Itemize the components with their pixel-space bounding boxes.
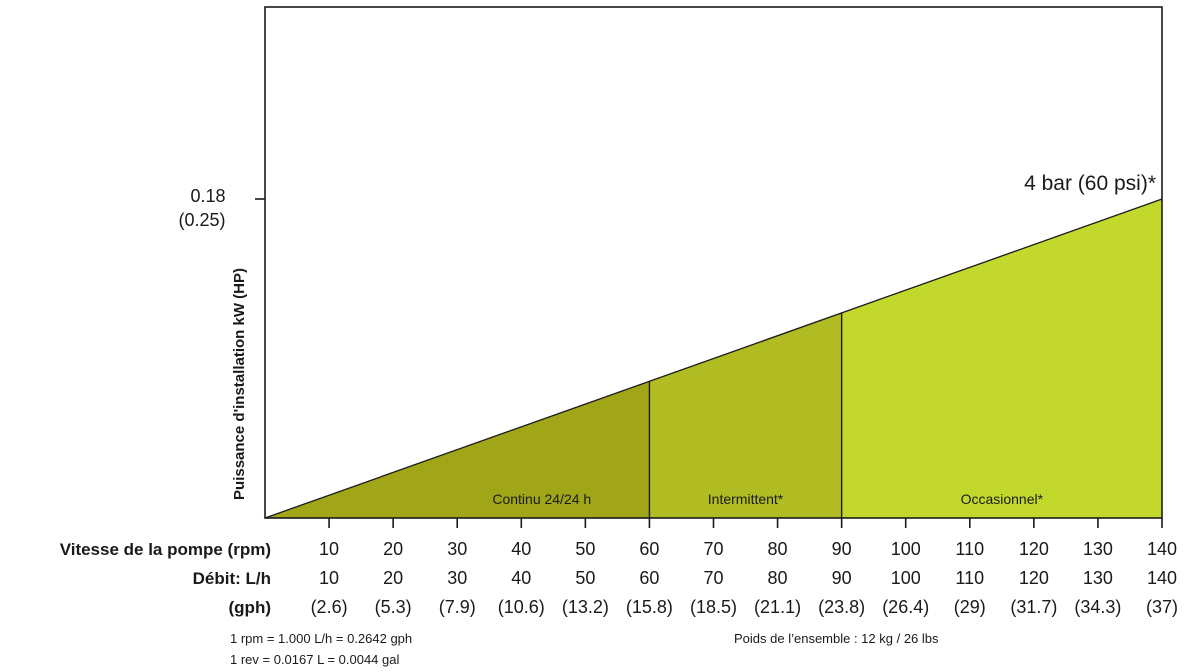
- x-tick-label: 140: [1147, 568, 1177, 588]
- x-tick-label: (15.8): [626, 597, 673, 617]
- x-tick-label: 20: [383, 539, 403, 559]
- x-tick-label: (26.4): [882, 597, 929, 617]
- x-tick-label: (29): [954, 597, 986, 617]
- x-tick-label: (21.1): [754, 597, 801, 617]
- x-tick-label: 30: [447, 539, 467, 559]
- x-tick-label: 10: [319, 539, 339, 559]
- x-tick-label: 100: [891, 568, 921, 588]
- x-tick-label: 120: [1019, 568, 1049, 588]
- conversion-note-rpm: 1 rpm = 1.000 L/h = 0.2642 gph: [230, 631, 413, 646]
- x-row-label-2: Débit: L/h: [193, 569, 271, 588]
- x-tick-label: (31.7): [1010, 597, 1057, 617]
- region-3: [841, 199, 1162, 518]
- x-tick-label: 30: [447, 568, 467, 588]
- x-tick-label: (37): [1146, 597, 1178, 617]
- x-tick-label: 100: [891, 539, 921, 559]
- x-tick-label: 20: [383, 568, 403, 588]
- x-tick-label: 80: [768, 568, 788, 588]
- region-2: [649, 312, 842, 518]
- x-tick-label: 110: [955, 568, 984, 588]
- x-tick-label: 80: [768, 539, 788, 559]
- x-tick-label: 60: [639, 539, 659, 559]
- x-tick-label: (18.5): [690, 597, 737, 617]
- region-label-2: Intermittent*: [708, 491, 784, 507]
- pressure-line: [264, 198, 1163, 519]
- x-row-label-1: Vitesse de la pompe (rpm): [60, 540, 271, 559]
- conversion-note-rev: 1 rev = 0.0167 L = 0.0044 gal: [230, 652, 400, 667]
- region-label-3: Occasionnel*: [961, 491, 1044, 507]
- x-tick-label: 110: [955, 539, 984, 559]
- y-axis-label: Puissance d'installation kW (HP): [231, 268, 248, 500]
- x-tick-label: 130: [1083, 568, 1113, 588]
- x-tick-label: 70: [703, 539, 723, 559]
- x-tick-label: 40: [511, 539, 531, 559]
- x-tick-label: (13.2): [562, 597, 609, 617]
- x-tick-label: 90: [832, 539, 852, 559]
- x-tick-label: 50: [575, 539, 595, 559]
- x-tick-label: (7.9): [439, 597, 476, 617]
- line-label: 4 bar (60 psi)*: [1024, 172, 1156, 195]
- x-tick-label: 90: [832, 568, 852, 588]
- x-tick-label: (2.6): [311, 597, 348, 617]
- x-tick-label: (23.8): [818, 597, 865, 617]
- x-tick-label: 40: [511, 568, 531, 588]
- x-tick-label: (5.3): [375, 597, 412, 617]
- x-tick-label: (34.3): [1074, 597, 1121, 617]
- x-tick-label: 70: [703, 568, 723, 588]
- x-tick-label: 120: [1019, 539, 1049, 559]
- x-tick-label: 60: [639, 568, 659, 588]
- x-tick-label: 10: [319, 568, 339, 588]
- y-tick-label-kw: 0.18: [190, 186, 225, 206]
- x-tick-label: 140: [1147, 539, 1177, 559]
- region-label-1: Continu 24/24 h: [492, 491, 591, 507]
- weight-note: Poids de l’ensemble : 12 kg / 26 lbs: [734, 631, 939, 646]
- x-tick-label: 130: [1083, 539, 1113, 559]
- x-tick-label: (10.6): [498, 597, 545, 617]
- x-row-label-3: (gph): [229, 598, 271, 617]
- x-tick-label: 50: [575, 568, 595, 588]
- y-tick-label-hp: (0.25): [178, 210, 225, 230]
